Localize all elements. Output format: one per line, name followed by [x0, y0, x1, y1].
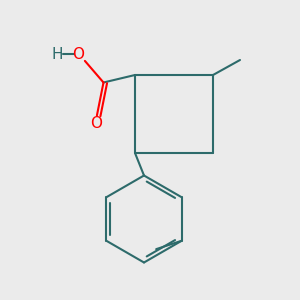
- Text: O: O: [90, 116, 102, 131]
- Text: O: O: [72, 47, 84, 62]
- Text: H: H: [52, 47, 63, 62]
